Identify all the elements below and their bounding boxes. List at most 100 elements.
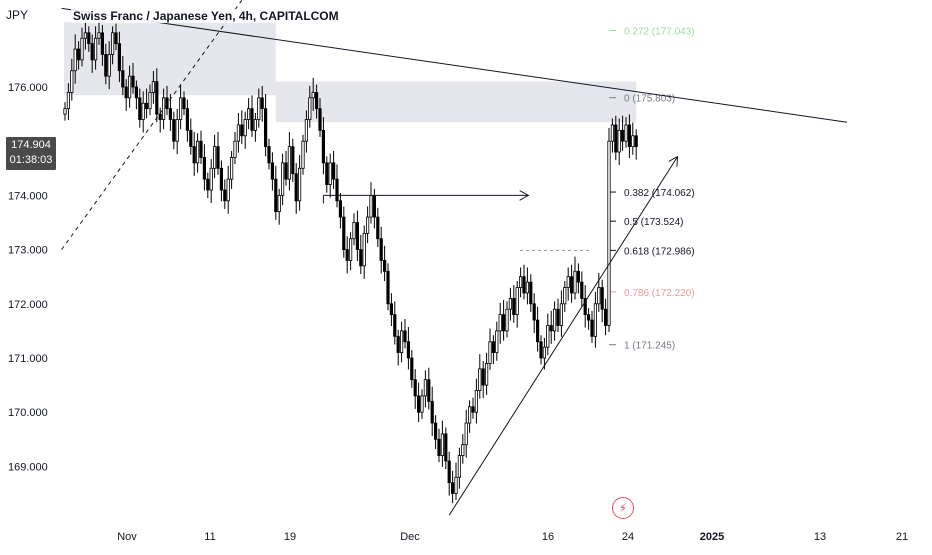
candle-body <box>199 140 203 158</box>
zone-rect <box>275 81 637 123</box>
candle-body <box>427 379 431 402</box>
candle-body <box>450 482 455 494</box>
candle-body <box>467 406 472 424</box>
candle-body <box>529 281 533 305</box>
candle-body <box>178 97 183 120</box>
candle-body <box>301 140 305 169</box>
x-tick-label: 24 <box>622 531 634 543</box>
candle-body <box>634 135 638 148</box>
candle-body <box>73 48 77 72</box>
candle-body <box>464 422 468 446</box>
candle-body <box>495 330 499 353</box>
candle-body <box>87 32 91 45</box>
candle-body <box>212 146 217 169</box>
candle-body <box>481 368 485 386</box>
candle-body <box>138 97 142 120</box>
candle-body <box>365 216 370 234</box>
candle-body <box>593 303 598 337</box>
candle-body <box>165 97 169 110</box>
candle-body <box>331 162 336 180</box>
candle-body <box>280 162 285 196</box>
candle-body <box>399 330 404 353</box>
candle-body <box>182 97 186 110</box>
candle-body <box>522 276 526 294</box>
trendline <box>61 7 848 123</box>
candle-body <box>80 37 84 61</box>
x-tick-label: 11 <box>204 531 215 543</box>
candle-body <box>325 162 329 185</box>
candle-body <box>226 178 230 202</box>
candle-body <box>621 129 625 142</box>
candle-body <box>192 146 196 164</box>
candle-body <box>335 178 339 202</box>
currency-label: JPY <box>6 8 29 22</box>
candle-body <box>240 124 244 137</box>
candle-body <box>314 92 319 110</box>
candle-body <box>328 162 332 185</box>
candle-body <box>604 308 608 326</box>
candle-body <box>607 140 611 326</box>
x-tick-label: 16 <box>542 531 554 543</box>
candle-body <box>631 135 635 148</box>
candle-body <box>352 222 356 240</box>
candle-body <box>141 102 145 120</box>
candle-body <box>457 455 462 478</box>
candle-body <box>393 314 397 337</box>
candle-body <box>107 54 111 77</box>
candle-body <box>437 438 441 456</box>
y-tick-label: 170.000 <box>8 407 48 419</box>
candle-body <box>372 194 377 218</box>
candle-body <box>549 325 553 332</box>
candle-body <box>478 368 482 391</box>
candle-body <box>253 119 257 131</box>
candle-body <box>355 222 360 251</box>
x-tick-label: 2025 <box>700 531 724 543</box>
y-tick-label: 174.000 <box>8 190 48 202</box>
candle-body <box>410 357 414 381</box>
candle-body <box>219 167 223 191</box>
candle-body <box>260 97 264 110</box>
candle-body <box>63 108 67 115</box>
candle-body <box>420 395 424 413</box>
candle-body <box>161 97 166 120</box>
candle-body <box>430 400 434 424</box>
candle-body <box>124 86 128 99</box>
trendline <box>61 0 243 250</box>
candle-body <box>148 92 152 110</box>
candle-body <box>277 194 281 213</box>
candle-body <box>624 124 628 142</box>
x-tick-label: 13 <box>814 531 826 543</box>
fib-level-label: 0.786 (172.220) <box>624 288 695 299</box>
candle-body <box>627 124 632 148</box>
candle-body <box>382 260 387 272</box>
candle-body <box>206 178 210 191</box>
candle-body <box>267 146 271 164</box>
candle-body <box>553 308 557 332</box>
candle-body <box>376 216 380 240</box>
candle-body <box>83 32 87 39</box>
candle-body <box>590 319 594 337</box>
fibonacci-retracement: 0.272 (177.043) 0 (175.803) 0.382 (174.062… <box>520 26 695 352</box>
candle-body <box>423 379 428 397</box>
candle-body <box>396 335 400 353</box>
lightning-icon[interactable]: ⚡ <box>612 497 634 519</box>
candle-body <box>236 124 240 142</box>
x-tick-label: 19 <box>284 531 296 543</box>
candle-body <box>379 238 383 261</box>
candle-body <box>155 81 159 115</box>
candle-body <box>263 108 268 148</box>
fib-level-label: 0 (175.803) <box>624 94 675 105</box>
candle-body <box>403 330 407 343</box>
candle-body <box>519 276 523 288</box>
candle-body <box>209 167 213 191</box>
candle-body <box>297 167 302 202</box>
candle-body <box>536 319 540 343</box>
candle-body <box>566 276 570 288</box>
candle-body <box>100 32 104 55</box>
candle-body <box>444 433 448 462</box>
candle-body <box>587 314 591 321</box>
candle-body <box>321 129 326 164</box>
x-tick-label: Nov <box>117 531 137 543</box>
